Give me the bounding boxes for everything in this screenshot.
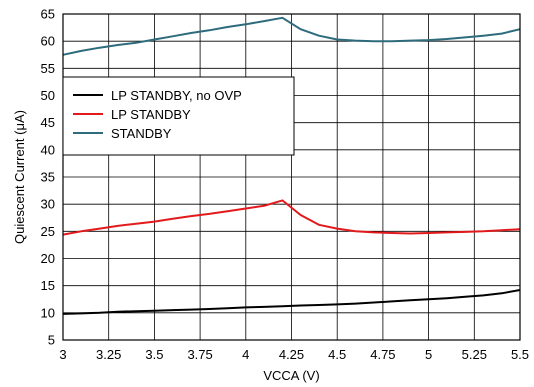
- x-tick-label: 4.5: [328, 347, 346, 362]
- y-tick-label: 40: [41, 142, 55, 157]
- x-tick-label: 3.25: [96, 347, 121, 362]
- y-tick-label: 20: [41, 251, 55, 266]
- y-tick-label: 15: [41, 278, 55, 293]
- x-tick-label: 5.25: [462, 347, 487, 362]
- y-tick-label: 60: [41, 34, 55, 49]
- series-line-2: [62, 16, 521, 56]
- x-tick-label: 3.75: [187, 347, 212, 362]
- y-tick-label: 30: [41, 197, 55, 212]
- x-tick-label: 4.75: [370, 347, 395, 362]
- x-tick-label: 4: [242, 347, 249, 362]
- series-line-1: [62, 199, 521, 236]
- legend-label: LP STANDBY, no OVP: [111, 88, 242, 103]
- legend-box: [62, 76, 295, 156]
- y-tick-label: 25: [41, 224, 55, 239]
- y-tick-label: 10: [41, 305, 55, 320]
- y-axis-title: Quiescent Current (μA): [12, 110, 27, 244]
- x-tick-label: 5.5: [511, 347, 529, 362]
- plot-frame: [62, 13, 521, 341]
- y-tick-label: 65: [41, 7, 55, 22]
- x-tick-label: 3.5: [145, 347, 163, 362]
- x-tick-label: 3: [59, 347, 66, 362]
- legend-label: LP STANDBY: [111, 107, 191, 122]
- y-tick-labels: 5 10 15 20 25 30 35 40 45 50 55 60 65: [41, 7, 55, 348]
- legend: LP STANDBY, no OVP LP STANDBY STANDBY: [62, 76, 295, 156]
- x-tick-labels: 3 3.25 3.5 3.75 4 4.25 4.5 4.75 5 5.25 5.5: [59, 347, 529, 362]
- y-tick-label: 55: [41, 61, 55, 76]
- x-tick-label: 5: [425, 347, 432, 362]
- x-tick-label: 4.25: [279, 347, 304, 362]
- series-line-0: [62, 289, 521, 315]
- x-axis-title: VCCA (V): [263, 368, 319, 383]
- series-layer: [62, 16, 521, 315]
- y-tick-label: 35: [41, 170, 55, 185]
- y-tick-label: 50: [41, 88, 55, 103]
- y-tick-label: 5: [48, 333, 55, 348]
- y-tick-label: 45: [41, 115, 55, 130]
- legend-label: STANDBY: [111, 126, 172, 141]
